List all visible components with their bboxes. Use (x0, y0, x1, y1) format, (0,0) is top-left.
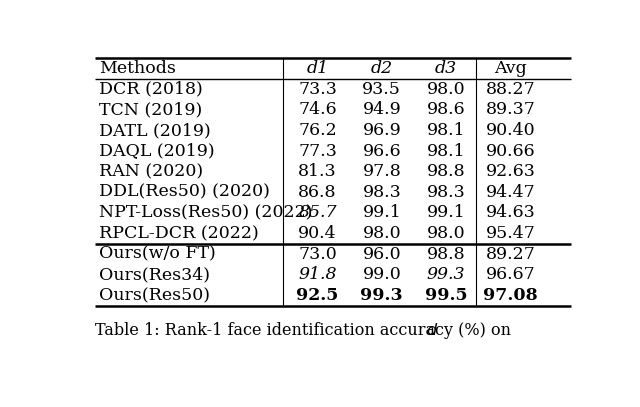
Text: 92.5: 92.5 (296, 287, 339, 304)
Text: 86.8: 86.8 (298, 184, 337, 201)
Text: 85.7: 85.7 (298, 204, 337, 221)
Text: 89.37: 89.37 (485, 101, 535, 118)
Text: 94.63: 94.63 (486, 204, 535, 221)
Text: d3: d3 (435, 60, 457, 77)
Text: 91.8: 91.8 (298, 266, 337, 283)
Text: 98.0: 98.0 (427, 225, 465, 242)
Text: NPT-Loss(Res50) (2022): NPT-Loss(Res50) (2022) (99, 204, 312, 221)
Text: 99.0: 99.0 (362, 266, 401, 283)
Text: RPCL-DCR (2022): RPCL-DCR (2022) (99, 225, 259, 242)
Text: 98.8: 98.8 (427, 246, 465, 263)
Text: d2: d2 (371, 60, 393, 77)
Text: 98.8: 98.8 (427, 163, 465, 180)
Text: 77.3: 77.3 (298, 142, 337, 160)
Text: d1: d1 (307, 60, 328, 77)
Text: 89.27: 89.27 (485, 246, 535, 263)
Text: 73.3: 73.3 (298, 81, 337, 98)
Text: RAN (2020): RAN (2020) (99, 163, 203, 180)
Text: 90.66: 90.66 (486, 142, 535, 160)
Text: DDL(Res50) (2020): DDL(Res50) (2020) (99, 184, 269, 201)
Text: 96.67: 96.67 (486, 266, 535, 283)
Text: 99.3: 99.3 (360, 287, 403, 304)
Text: 99.1: 99.1 (427, 204, 465, 221)
Text: $d$: $d$ (426, 322, 438, 339)
Text: 96.0: 96.0 (362, 246, 401, 263)
Text: 98.0: 98.0 (362, 225, 401, 242)
Text: 90.4: 90.4 (298, 225, 337, 242)
Text: 98.1: 98.1 (427, 142, 465, 160)
Text: 99.5: 99.5 (425, 287, 467, 304)
Text: 76.2: 76.2 (298, 122, 337, 139)
Text: 96.6: 96.6 (362, 142, 401, 160)
Text: 97.8: 97.8 (362, 163, 401, 180)
Text: Ours(Res34): Ours(Res34) (99, 266, 210, 283)
Text: 98.6: 98.6 (427, 101, 465, 118)
Text: 97.08: 97.08 (483, 287, 538, 304)
Text: Ours(Res50): Ours(Res50) (99, 287, 210, 304)
Text: 99.3: 99.3 (427, 266, 465, 283)
Text: 94.47: 94.47 (486, 184, 535, 201)
Text: 92.63: 92.63 (485, 163, 535, 180)
Text: 81.3: 81.3 (298, 163, 337, 180)
Text: 98.0: 98.0 (427, 81, 465, 98)
Text: Table 1: Rank-1 face identification accuracy (%) on: Table 1: Rank-1 face identification accu… (95, 322, 516, 339)
Text: Methods: Methods (99, 60, 175, 77)
Text: 88.27: 88.27 (486, 81, 535, 98)
Text: 74.6: 74.6 (298, 101, 337, 118)
Text: 98.3: 98.3 (427, 184, 465, 201)
Text: 99.1: 99.1 (362, 204, 401, 221)
Text: 98.1: 98.1 (427, 122, 465, 139)
Text: 95.47: 95.47 (485, 225, 535, 242)
Text: TCN (2019): TCN (2019) (99, 101, 202, 118)
Text: Avg: Avg (494, 60, 527, 77)
Text: DAQL (2019): DAQL (2019) (99, 142, 214, 160)
Text: 94.9: 94.9 (362, 101, 401, 118)
Text: DATL (2019): DATL (2019) (99, 122, 211, 139)
Text: 98.3: 98.3 (362, 184, 401, 201)
Text: DCR (2018): DCR (2018) (99, 81, 202, 98)
Text: Ours(w/o FT): Ours(w/o FT) (99, 246, 216, 263)
Text: 96.9: 96.9 (362, 122, 401, 139)
Text: 90.40: 90.40 (486, 122, 535, 139)
Text: 93.5: 93.5 (362, 81, 401, 98)
Text: 73.0: 73.0 (298, 246, 337, 263)
